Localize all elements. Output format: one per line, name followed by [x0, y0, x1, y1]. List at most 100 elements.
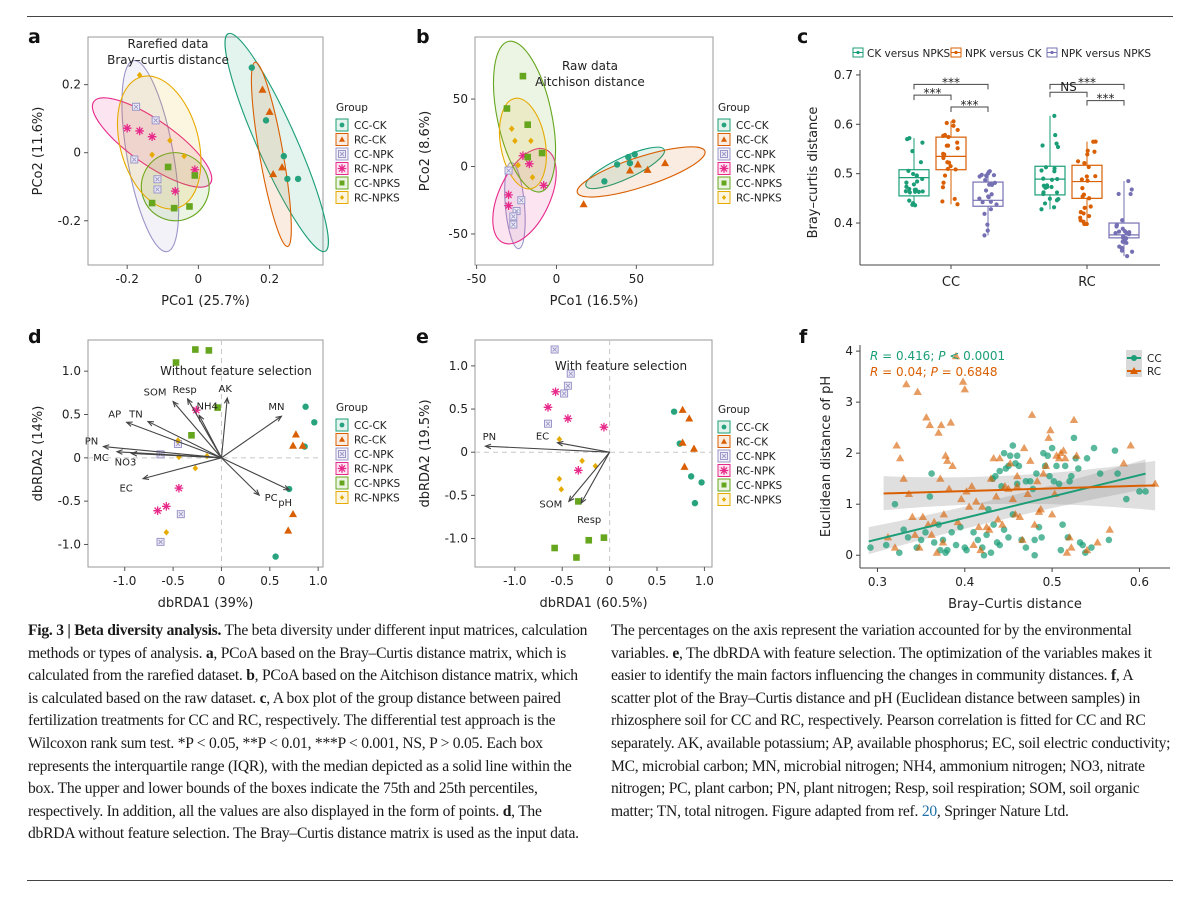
- marker-asterisk-lines: [170, 186, 180, 196]
- legend-label: CK versus NPKS: [867, 48, 951, 60]
- legend-marker: [721, 195, 727, 200]
- point-cc-ck: [311, 419, 318, 426]
- significance-label: ***: [1078, 75, 1096, 89]
- jitter-point: [1081, 211, 1086, 216]
- jitter-point: [948, 164, 953, 169]
- scatter-point: [1050, 477, 1058, 485]
- arrow-label: pH: [278, 498, 292, 509]
- jitter-point: [1056, 196, 1061, 202]
- scatter-point: [1061, 453, 1070, 462]
- y-tick-label: 1.0: [62, 364, 81, 378]
- legend-label: RC-NPK: [736, 164, 776, 176]
- scatter-point: [1038, 534, 1045, 541]
- jitter-point: [1116, 229, 1122, 234]
- arrow-label: PN: [85, 437, 99, 448]
- x-axis-title: PCo1 (25.7%): [161, 294, 250, 309]
- scatter-point: [939, 510, 949, 518]
- caption-text: , A box plot of the group distance betwe…: [28, 689, 572, 820]
- point-cc-ck: [294, 175, 302, 183]
- scatter-point: [946, 418, 956, 426]
- point-rc-ck: [258, 85, 267, 93]
- legend-item: CC-CK: [717, 420, 770, 434]
- jitter-point: [920, 176, 925, 182]
- point-rc-npks: [192, 465, 199, 472]
- point-cc-npk: [543, 419, 552, 428]
- chart-d: -1.0 -0.5 0 0.5 1.0 -1.0 -0.5 0 0.5 1.0 dbRDA1 (39…: [31, 339, 401, 611]
- point-rc-npk: [539, 181, 548, 190]
- box-rc-1: [1071, 139, 1103, 227]
- point-cc-npks: [575, 498, 582, 505]
- figure-caption-right-column: The percentages on the axis represent th…: [611, 620, 1171, 823]
- scatter-point: [904, 534, 912, 541]
- point-rc-ck: [633, 160, 642, 168]
- legend-key-dot: [954, 50, 958, 55]
- significance-label: ***: [942, 75, 960, 89]
- arrow-head: [186, 397, 193, 405]
- marker-asterisk-lines: [192, 405, 201, 415]
- point-cc-ck: [280, 152, 288, 160]
- scatter-point: [1044, 452, 1052, 460]
- legend-label: RC-NPKS: [736, 495, 782, 507]
- y-tick-label: 2: [845, 446, 853, 460]
- scatter-point: [948, 528, 955, 536]
- jitter-point: [991, 173, 997, 178]
- legend-label: CC-CK: [354, 120, 388, 132]
- scatter-point: [1070, 434, 1078, 442]
- legend-label: NPK versus CK: [965, 48, 1043, 60]
- legend-label: RC-NPK: [736, 466, 776, 478]
- jitter-point: [1117, 244, 1122, 249]
- arrow-ph: pH: [221, 457, 292, 509]
- iqr-box: [935, 136, 967, 171]
- point-rc-npk: [190, 165, 200, 175]
- scatter-point: [1065, 533, 1074, 541]
- arrow-shaft: [172, 401, 222, 459]
- arrow-head: [146, 420, 154, 427]
- x-axis-title: PCo1 (16.5%): [550, 294, 639, 309]
- top-rule: [27, 16, 1173, 17]
- scatter-point: [1013, 452, 1021, 460]
- point-cc-ck: [302, 403, 309, 410]
- marker-asterisk-lines: [135, 126, 144, 136]
- point-cc-npks: [519, 72, 527, 80]
- x-tick-label: CC: [942, 275, 960, 290]
- point-cc-npks: [538, 149, 546, 157]
- jitter-point: [942, 173, 948, 178]
- legend-marker: [720, 150, 728, 158]
- caption-text: The beta diversity under different input…: [28, 622, 588, 662]
- x-tick-label: 1.0: [309, 574, 328, 588]
- scatter-point: [1012, 471, 1022, 480]
- legend-label: CC-CK: [354, 420, 388, 432]
- arrow-pn: PN: [85, 437, 222, 459]
- arrow-shaft: [221, 415, 282, 459]
- point-rc-npk: [192, 405, 201, 415]
- jitter-point: [1084, 221, 1089, 227]
- reference-link[interactable]: 20: [921, 802, 937, 820]
- point-rc-npks: [181, 152, 187, 160]
- caption-text: , The dbRDA with feature selection. The …: [611, 644, 1152, 685]
- scatter-point: [882, 541, 890, 549]
- legend-label: RC-CK: [354, 135, 387, 147]
- marker-asterisk-lines: [190, 165, 200, 175]
- scatter-point: [1057, 546, 1065, 554]
- point-cc-npk: [151, 116, 160, 125]
- x-tick-label: 0: [218, 574, 226, 588]
- panel-letter-c: c: [797, 26, 809, 48]
- legend-marker: [337, 464, 347, 473]
- marker-x: [506, 168, 511, 173]
- p-value: < 0.0001: [946, 349, 1006, 363]
- marker-x: [511, 214, 516, 219]
- jitter-point: [955, 146, 960, 151]
- caption-panel-ref: d: [502, 802, 512, 820]
- legend-item: RC-CK: [717, 435, 769, 449]
- y-axis-title: Bray–curtis distance: [806, 107, 821, 239]
- x-tick-label: 0.3: [868, 575, 887, 589]
- x-tick-label: 0: [606, 574, 614, 588]
- marker-x: [565, 383, 571, 389]
- jitter-point: [989, 192, 994, 197]
- plot-annotation: Aitchison distance: [535, 75, 645, 89]
- point-rc-npks: [558, 486, 565, 493]
- marker-x: [339, 451, 345, 457]
- legend-marker: [721, 482, 727, 488]
- arrow-label: Resp: [577, 515, 601, 526]
- point-rc-npks: [579, 457, 585, 465]
